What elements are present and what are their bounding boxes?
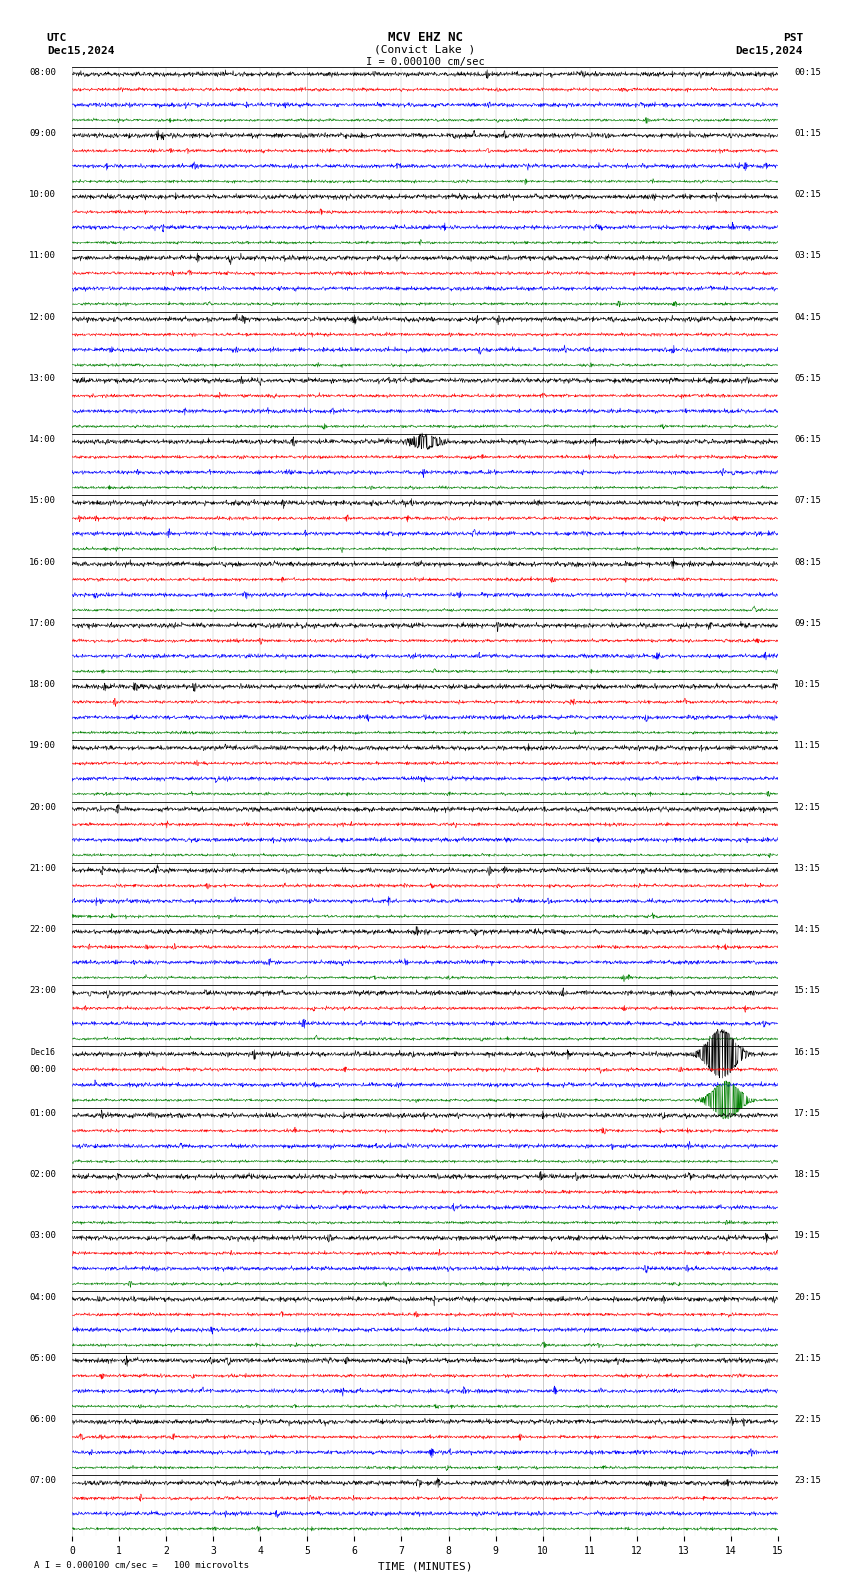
Text: 08:00: 08:00 — [29, 68, 56, 76]
Text: 16:00: 16:00 — [29, 558, 56, 567]
Text: 19:00: 19:00 — [29, 741, 56, 751]
Text: 21:15: 21:15 — [794, 1354, 821, 1362]
Text: 18:00: 18:00 — [29, 680, 56, 689]
Text: 13:00: 13:00 — [29, 374, 56, 383]
Text: 13:15: 13:15 — [794, 863, 821, 873]
Text: 02:00: 02:00 — [29, 1171, 56, 1178]
Text: 05:00: 05:00 — [29, 1354, 56, 1362]
Text: 14:15: 14:15 — [794, 925, 821, 935]
Text: 01:00: 01:00 — [29, 1109, 56, 1118]
Text: 17:15: 17:15 — [794, 1109, 821, 1118]
Text: 11:00: 11:00 — [29, 252, 56, 260]
Text: 07:15: 07:15 — [794, 496, 821, 505]
Text: 12:00: 12:00 — [29, 312, 56, 322]
Text: 00:15: 00:15 — [794, 68, 821, 76]
Text: 05:15: 05:15 — [794, 374, 821, 383]
Text: MCV EHZ NC: MCV EHZ NC — [388, 30, 462, 44]
Text: UTC: UTC — [47, 33, 67, 43]
Text: 17:00: 17:00 — [29, 619, 56, 627]
Text: 12:15: 12:15 — [794, 803, 821, 811]
Text: 06:00: 06:00 — [29, 1415, 56, 1424]
Text: 10:15: 10:15 — [794, 680, 821, 689]
Text: 09:15: 09:15 — [794, 619, 821, 627]
Text: 10:00: 10:00 — [29, 190, 56, 200]
Text: 11:15: 11:15 — [794, 741, 821, 751]
Text: 16:15: 16:15 — [794, 1047, 821, 1057]
Text: 08:15: 08:15 — [794, 558, 821, 567]
Text: Dec16: Dec16 — [31, 1047, 56, 1057]
Text: A I = 0.000100 cm/sec =   100 microvolts: A I = 0.000100 cm/sec = 100 microvolts — [34, 1560, 249, 1570]
Text: 22:15: 22:15 — [794, 1415, 821, 1424]
Text: 03:15: 03:15 — [794, 252, 821, 260]
Text: 20:00: 20:00 — [29, 803, 56, 811]
Text: (Convict Lake ): (Convict Lake ) — [374, 44, 476, 54]
Text: PST: PST — [783, 33, 803, 43]
Text: 18:15: 18:15 — [794, 1171, 821, 1178]
X-axis label: TIME (MINUTES): TIME (MINUTES) — [377, 1562, 473, 1571]
Text: 01:15: 01:15 — [794, 128, 821, 138]
Text: 15:00: 15:00 — [29, 496, 56, 505]
Text: 19:15: 19:15 — [794, 1231, 821, 1240]
Text: 14:00: 14:00 — [29, 436, 56, 444]
Text: 04:15: 04:15 — [794, 312, 821, 322]
Text: 04:00: 04:00 — [29, 1293, 56, 1302]
Text: 03:00: 03:00 — [29, 1231, 56, 1240]
Text: 20:15: 20:15 — [794, 1293, 821, 1302]
Text: 00:00: 00:00 — [29, 1064, 56, 1074]
Text: 23:15: 23:15 — [794, 1476, 821, 1486]
Text: 02:15: 02:15 — [794, 190, 821, 200]
Text: 06:15: 06:15 — [794, 436, 821, 444]
Text: 09:00: 09:00 — [29, 128, 56, 138]
Text: 07:00: 07:00 — [29, 1476, 56, 1486]
Text: 23:00: 23:00 — [29, 987, 56, 995]
Text: 15:15: 15:15 — [794, 987, 821, 995]
Text: 21:00: 21:00 — [29, 863, 56, 873]
Text: I = 0.000100 cm/sec: I = 0.000100 cm/sec — [366, 57, 484, 67]
Text: 22:00: 22:00 — [29, 925, 56, 935]
Text: Dec15,2024: Dec15,2024 — [47, 46, 114, 55]
Text: Dec15,2024: Dec15,2024 — [736, 46, 803, 55]
